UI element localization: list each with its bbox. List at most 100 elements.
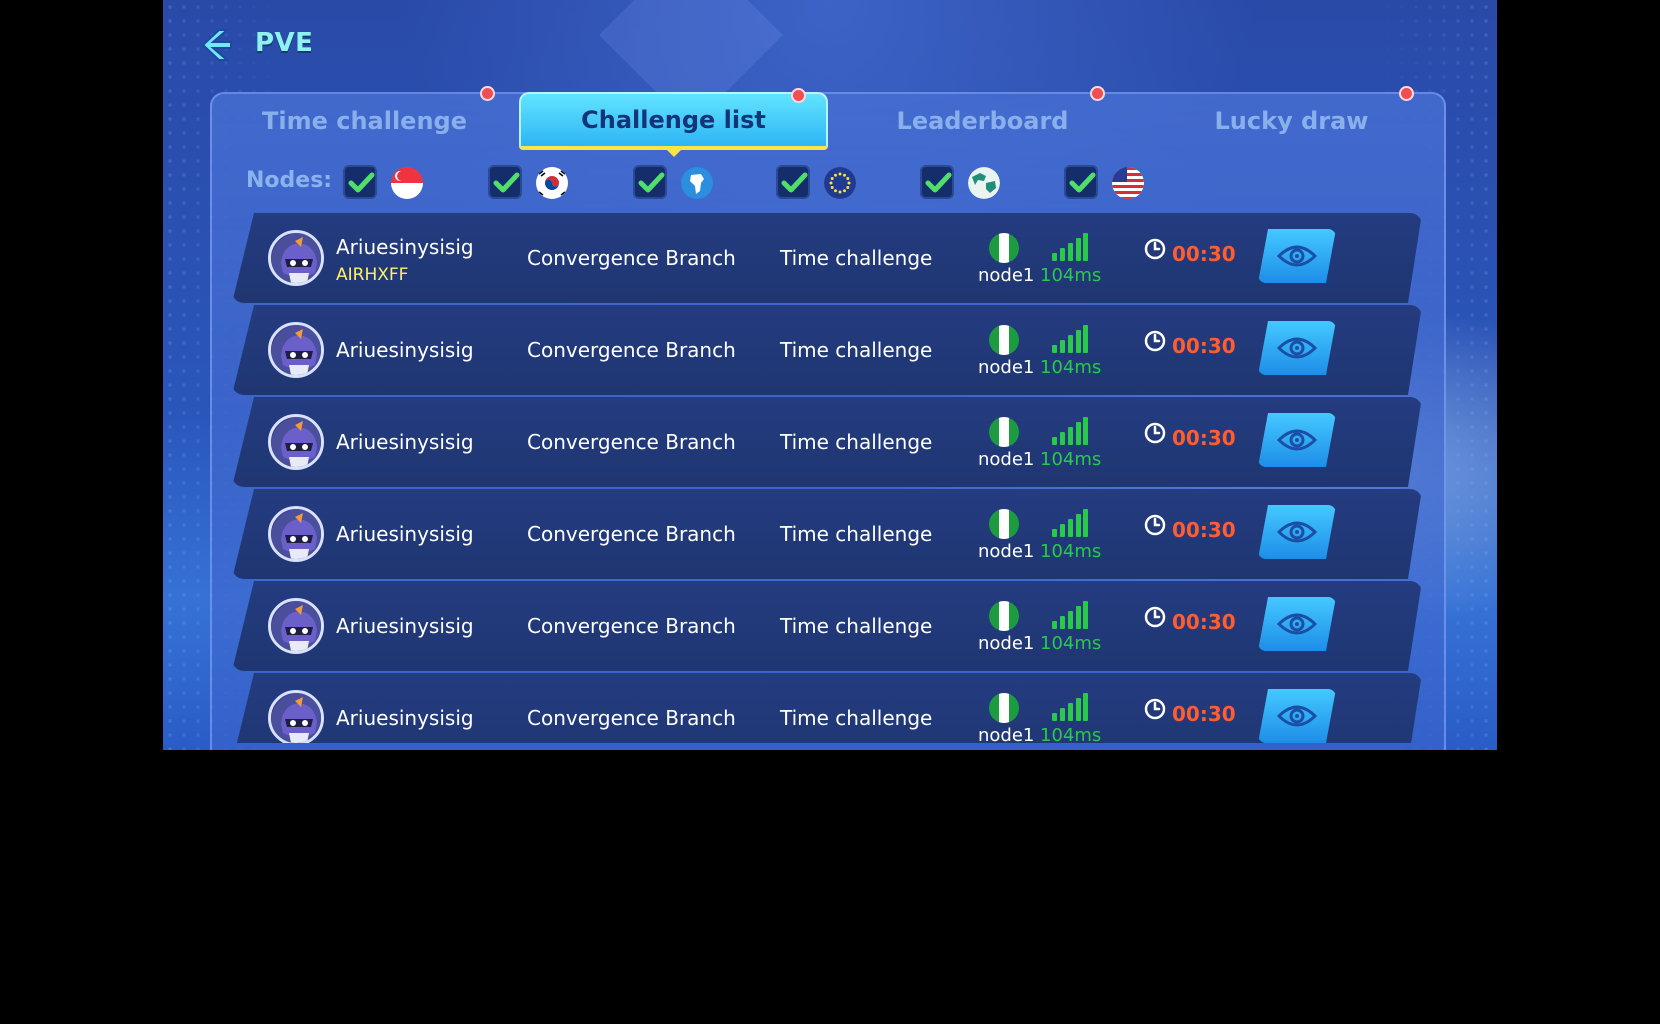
spectate-button[interactable] xyxy=(1258,229,1336,283)
clock-icon xyxy=(1144,606,1166,628)
signal-strength-icon xyxy=(1052,325,1088,353)
node-name: node1 xyxy=(978,449,1035,470)
eye-icon xyxy=(1277,333,1317,363)
tab-lucky-draw[interactable]: Lucky draw xyxy=(1137,86,1446,150)
europe-flag-icon xyxy=(824,167,856,199)
challenge-row[interactable]: Ariuesinysisig Convergence Branch Time c… xyxy=(232,581,1422,671)
branch-name: Convergence Branch xyxy=(527,614,736,638)
player-avatar xyxy=(268,506,324,562)
player-avatar xyxy=(268,598,324,654)
challenge-mode: Time challenge xyxy=(780,430,933,454)
player-name: Ariuesinysisig xyxy=(336,706,474,730)
check-icon xyxy=(493,172,520,193)
challenge-row[interactable]: Ariuesinysisig AIRHXFF Convergence Branc… xyxy=(232,213,1422,303)
player-name: Ariuesinysisig xyxy=(336,235,474,259)
branch-name: Convergence Branch xyxy=(527,522,736,546)
check-icon xyxy=(1069,172,1096,193)
timer: 00:30 xyxy=(1172,242,1236,266)
check-icon xyxy=(638,172,665,193)
node-name: node1 xyxy=(978,357,1035,378)
timer: 00:30 xyxy=(1172,610,1236,634)
checkbox[interactable] xyxy=(1064,165,1098,199)
challenge-row[interactable]: Ariuesinysisig Convergence Branch Time c… xyxy=(232,397,1422,487)
usa-flag-icon xyxy=(1112,167,1144,199)
row-background xyxy=(232,673,1422,743)
challenge-row[interactable]: Ariuesinysisig Convergence Branch Time c… xyxy=(232,305,1422,395)
spectate-button[interactable] xyxy=(1258,321,1336,375)
page-title: PVE xyxy=(255,28,314,58)
checkbox[interactable] xyxy=(488,165,522,199)
clock-icon xyxy=(1144,422,1166,444)
signal-strength-icon xyxy=(1052,417,1088,445)
node-flag-icon xyxy=(989,601,1019,631)
eye-icon xyxy=(1277,609,1317,639)
clock-icon xyxy=(1144,330,1166,352)
signal-strength-icon xyxy=(1052,233,1088,261)
node-option-singapore[interactable] xyxy=(343,165,423,201)
node-name: node1 xyxy=(978,265,1035,286)
notification-dot xyxy=(480,86,495,101)
checkbox[interactable] xyxy=(776,165,810,199)
avatar-icon xyxy=(271,417,321,467)
challenge-row[interactable]: Ariuesinysisig Convergence Branch Time c… xyxy=(232,489,1422,579)
game-screen: PVE Time challenge Challenge list Leader… xyxy=(163,0,1497,750)
challenge-mode: Time challenge xyxy=(780,706,933,730)
tab-challenge-list[interactable]: Challenge list xyxy=(519,88,828,157)
player-avatar xyxy=(268,230,324,286)
latency: 104ms xyxy=(1040,449,1102,470)
row-background xyxy=(232,489,1422,579)
player-name: Ariuesinysisig xyxy=(336,522,474,546)
branch-name: Convergence Branch xyxy=(527,338,736,362)
latency: 104ms xyxy=(1040,633,1102,654)
node-option-europe[interactable] xyxy=(776,165,856,201)
notification-dot xyxy=(1090,86,1105,101)
tab-label: Challenge list xyxy=(581,106,766,134)
row-background xyxy=(232,581,1422,671)
eye-icon xyxy=(1277,517,1317,547)
challenge-mode: Time challenge xyxy=(780,614,933,638)
challenge-row[interactable]: Ariuesinysisig Convergence Branch Time c… xyxy=(232,673,1422,743)
player-tag: AIRHXFF xyxy=(336,265,409,285)
player-avatar xyxy=(268,322,324,378)
node-option-asia[interactable] xyxy=(920,165,1000,201)
back-arrow-icon[interactable] xyxy=(197,26,235,64)
latency: 104ms xyxy=(1040,541,1102,562)
challenge-list: Ariuesinysisig AIRHXFF Convergence Branc… xyxy=(232,213,1422,743)
spectate-button[interactable] xyxy=(1258,413,1336,467)
timer: 00:30 xyxy=(1172,334,1236,358)
check-icon xyxy=(781,172,808,193)
eye-icon xyxy=(1277,241,1317,271)
south-korea-flag-icon xyxy=(536,167,568,199)
node-flag-icon xyxy=(989,693,1019,723)
eye-icon xyxy=(1277,425,1317,455)
avatar-icon xyxy=(271,601,321,651)
checkbox[interactable] xyxy=(920,165,954,199)
checkbox[interactable] xyxy=(633,165,667,199)
node-flag-icon xyxy=(989,325,1019,355)
avatar-icon xyxy=(271,509,321,559)
notification-dot xyxy=(1399,86,1414,101)
node-option-south-korea[interactable] xyxy=(488,165,568,201)
spectate-button[interactable] xyxy=(1258,689,1336,743)
avatar-icon xyxy=(271,325,321,375)
tab-leaderboard[interactable]: Leaderboard xyxy=(828,86,1137,150)
tab-label: Leaderboard xyxy=(896,107,1069,135)
row-background xyxy=(232,213,1422,303)
spectate-button[interactable] xyxy=(1258,505,1336,559)
tab-time-challenge[interactable]: Time challenge xyxy=(210,86,519,150)
player-name: Ariuesinysisig xyxy=(336,430,474,454)
spectate-button[interactable] xyxy=(1258,597,1336,651)
player-name: Ariuesinysisig xyxy=(336,338,474,362)
challenge-mode: Time challenge xyxy=(780,338,933,362)
timer: 00:30 xyxy=(1172,702,1236,726)
node-filter: Nodes: xyxy=(246,162,1396,202)
row-background xyxy=(232,305,1422,395)
challenge-mode: Time challenge xyxy=(780,522,933,546)
checkbox[interactable] xyxy=(343,165,377,199)
timer: 00:30 xyxy=(1172,426,1236,450)
node-option-usa[interactable] xyxy=(1064,165,1144,201)
singapore-flag-icon xyxy=(391,167,423,199)
node-option-africa[interactable] xyxy=(633,165,713,201)
avatar-icon xyxy=(271,693,321,743)
avatar-icon xyxy=(271,233,321,283)
